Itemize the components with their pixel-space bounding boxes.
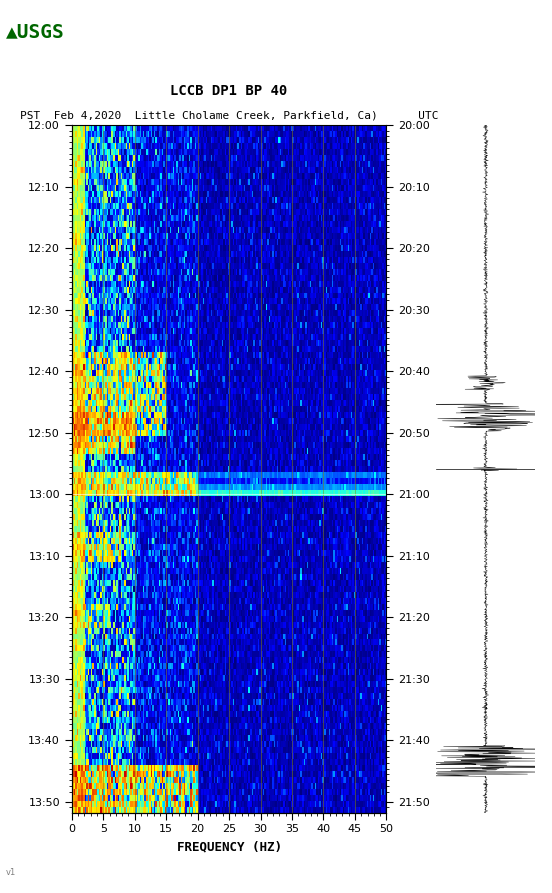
Text: v1: v1	[6, 868, 16, 877]
Text: LCCB DP1 BP 40: LCCB DP1 BP 40	[171, 84, 288, 98]
Text: ▲USGS: ▲USGS	[6, 22, 64, 41]
X-axis label: FREQUENCY (HZ): FREQUENCY (HZ)	[177, 840, 282, 853]
Text: PST  Feb 4,2020  Little Cholame Creek, Parkfield, Ca)      UTC: PST Feb 4,2020 Little Cholame Creek, Par…	[20, 111, 438, 121]
